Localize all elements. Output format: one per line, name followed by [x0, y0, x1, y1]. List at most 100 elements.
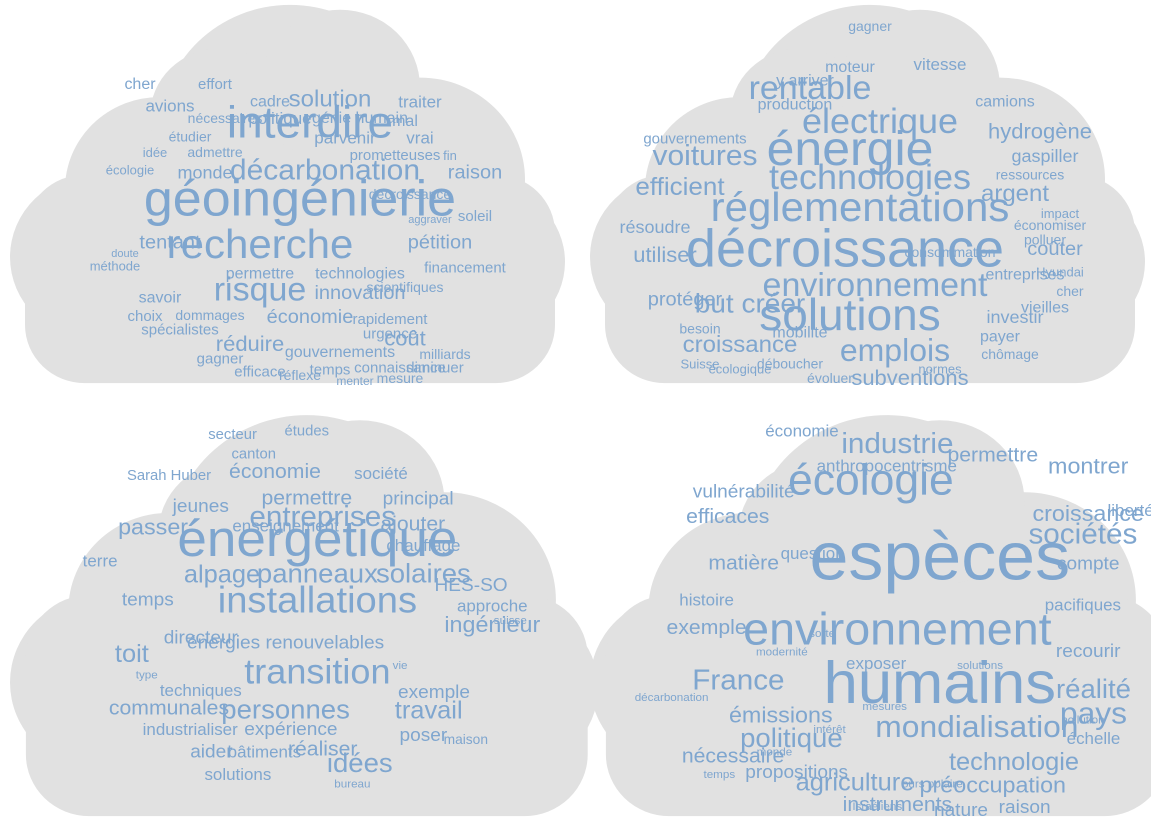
- cloud-word: environnement: [763, 267, 989, 303]
- cloud-word: voitures: [652, 139, 757, 171]
- cloud-word: politique: [740, 723, 843, 754]
- cloud-word: gouvernements: [643, 132, 746, 148]
- cloud-word: liberté: [1108, 501, 1151, 520]
- cloud-word: ours polaire: [902, 778, 963, 790]
- cloud-word: urgence: [363, 327, 417, 343]
- cloud-word: directeur: [164, 627, 238, 648]
- cloud-word: dommages: [175, 308, 244, 323]
- cloud-base: [605, 595, 1151, 817]
- word-cloud: géoingénierie interdire recherche décarbona…: [10, 4, 565, 388]
- cloud-word: fin: [443, 148, 457, 163]
- cloud-word: expérience: [244, 718, 337, 739]
- cloud-word: réduire: [216, 331, 284, 356]
- cloud-word: déboucher: [757, 357, 824, 372]
- cloud-word: temps: [310, 363, 351, 379]
- cloud-word: entreprises: [985, 267, 1064, 284]
- cloud-word: scientifiques: [367, 280, 444, 295]
- cloud-word: protéger: [648, 289, 723, 311]
- cloud-word: économie: [267, 306, 354, 328]
- cloud-word: montrer: [1048, 453, 1129, 479]
- cloud-word: emplois: [840, 332, 950, 367]
- cloud-word: coût: [384, 326, 426, 351]
- cloud-word: émissions: [729, 702, 833, 728]
- cloud-word: Hyundai: [1036, 265, 1084, 280]
- cloud-word: secteur: [208, 427, 257, 443]
- cloud-word: croissance: [1032, 500, 1143, 526]
- cloud-word: mesure: [377, 371, 424, 386]
- cloud-word: préoccupation: [920, 772, 1066, 798]
- cloud-word: décroissance: [686, 220, 1004, 278]
- cloud-word: canton: [232, 447, 277, 463]
- cloud-word: technologies: [769, 158, 971, 197]
- cloud-word: solutions: [204, 765, 271, 784]
- cloud-word: politique: [248, 109, 311, 128]
- cloud-word: chômage: [981, 347, 1039, 362]
- cloud-word: société: [354, 464, 408, 483]
- cloud-word: innovation: [314, 282, 405, 304]
- cloud-word: bâtiments: [228, 743, 301, 762]
- cloud-word: technologies: [315, 266, 405, 283]
- cloud-word: entreprises: [249, 502, 396, 534]
- cloud-word: subventions: [851, 365, 968, 390]
- cloud-word: industrialiser: [143, 720, 239, 739]
- cloud-bump: [158, 461, 307, 606]
- cloud-word: écologique: [709, 362, 772, 377]
- cloud-word: humains: [824, 649, 1056, 716]
- cloud-word: investir: [987, 307, 1044, 327]
- cloud-word: camions: [975, 94, 1035, 111]
- cloud-word: exposer: [846, 654, 907, 673]
- cloud-word: polluer: [1024, 233, 1066, 248]
- cloud-word: travail: [395, 697, 463, 725]
- cloud-word: géoingénierie: [144, 170, 456, 226]
- cloud-word: histoire: [679, 591, 734, 610]
- cloud-word: vitesse: [914, 55, 967, 74]
- cloud-word: toit: [115, 640, 149, 668]
- cloud-word: économie: [765, 422, 838, 441]
- cloud-word: aider: [190, 741, 232, 762]
- cloud-word: passer: [118, 514, 188, 540]
- cloud-word: aggraver: [408, 214, 452, 226]
- cloud-word: question: [781, 544, 845, 563]
- cloud-word: impact: [1041, 206, 1080, 221]
- cloud-word: pays: [1060, 696, 1127, 730]
- cloud-word: électrique: [802, 101, 958, 140]
- cloud-word: Sarah Huber: [127, 468, 211, 484]
- cloud-word: techniques: [160, 681, 242, 700]
- cloud-word: rentable: [749, 70, 872, 106]
- cloud-word: gaspiller: [1012, 146, 1079, 166]
- cloud-word: étudier: [169, 130, 212, 145]
- cloud-word: solaires: [376, 558, 471, 589]
- cloud-word: consommation: [905, 245, 996, 260]
- cloud-word: compte: [1057, 553, 1120, 574]
- cloud-word: décarbonation: [230, 154, 420, 186]
- cloud-word: principal: [383, 488, 454, 509]
- cloud-word: parvenir: [314, 129, 376, 148]
- cloud-word: sorte: [809, 628, 835, 640]
- cloud-word: financement: [424, 261, 506, 277]
- cloud-word: communales: [109, 697, 229, 720]
- cloud-word: matière: [708, 552, 779, 575]
- cloud-word: ressources: [996, 168, 1065, 183]
- cloud-word: méthode: [90, 259, 141, 274]
- cloud-word: génie humain: [312, 110, 408, 127]
- cloud-bump: [855, 420, 1025, 585]
- cloud-word: permettre: [261, 487, 352, 510]
- cloud-word: agriculture: [796, 769, 915, 797]
- cloud-word: échelle: [1067, 729, 1121, 748]
- cloud-word: milliards: [419, 347, 470, 362]
- cloud-word: production: [758, 97, 833, 114]
- cloud-word: monde: [177, 163, 232, 183]
- cloud-word: raison: [999, 796, 1051, 817]
- cloud-word: soleil: [458, 209, 492, 225]
- cloud-word: panneaux: [257, 558, 378, 589]
- cloud-word: doute: [111, 248, 139, 260]
- cloud-word: efficace: [234, 365, 285, 381]
- cloud-word: évoluer: [807, 371, 853, 386]
- cloud-word: solutions: [957, 660, 1003, 672]
- cloud-word: interdire: [227, 97, 393, 147]
- cloud-word: cher: [1056, 284, 1084, 299]
- cloud-word: technologie: [949, 748, 1079, 776]
- cloud-word: ingénieur: [444, 611, 540, 637]
- cloud-word: connaissance: [354, 361, 446, 377]
